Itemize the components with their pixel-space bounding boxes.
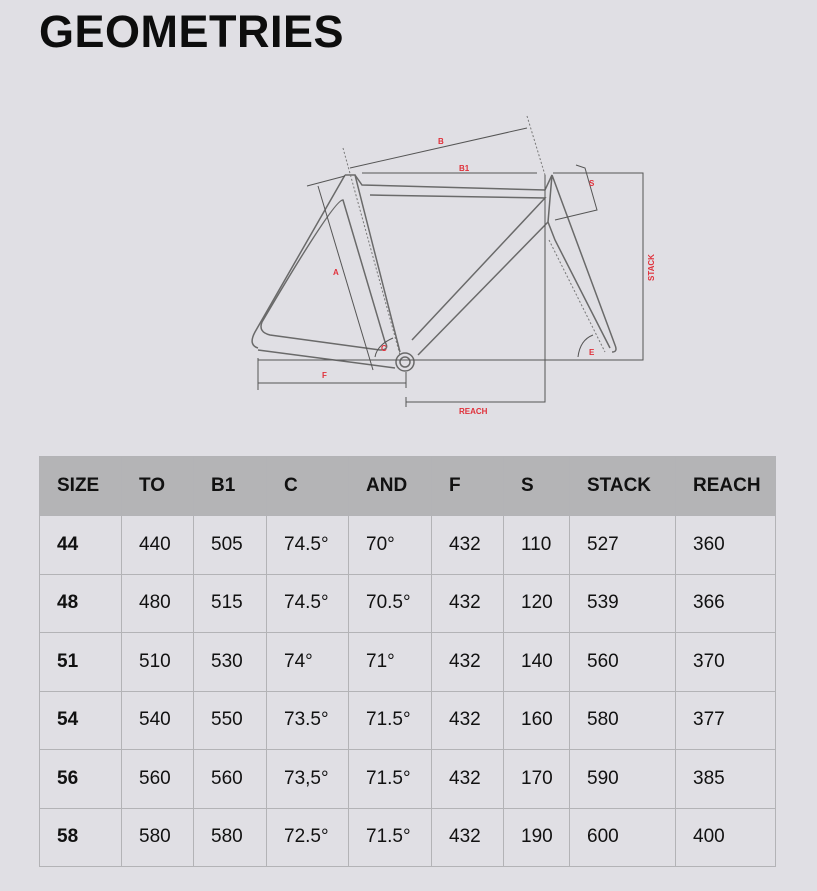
table-header-row: SIZE TO B1 C AND F S STACK REACH [39,456,776,516]
cell-stack: 580 [569,690,676,750]
cell-size: 58 [39,807,122,867]
cell-to: 580 [121,807,194,867]
cell-stack: 600 [569,807,676,867]
cell-and: 70.5° [348,573,432,633]
header-reach: REACH [675,456,776,516]
cell-b1: 580 [193,807,267,867]
label-c: C [381,344,387,353]
label-stack: STACK [647,254,656,281]
cell-c: 72.5° [266,807,349,867]
table-row: 44 440 505 74.5° 70° 432 110 527 360 [39,515,776,575]
header-size: SIZE [39,456,122,516]
cell-f: 432 [431,515,504,575]
cell-c: 74.5° [266,573,349,633]
label-b: B [438,137,444,146]
cell-c: 73,5° [266,749,349,809]
page-title: GEOMETRIES [39,6,345,57]
cell-b1: 550 [193,690,267,750]
cell-to: 510 [121,632,194,692]
cell-reach: 377 [675,690,776,750]
cell-f: 432 [431,690,504,750]
cell-and: 71° [348,632,432,692]
cell-size: 54 [39,690,122,750]
header-to: TO [121,456,194,516]
cell-to: 540 [121,690,194,750]
cell-and: 71.5° [348,749,432,809]
dimension-lines [257,127,644,407]
cell-and: 71.5° [348,807,432,867]
header-c: C [266,456,349,516]
cell-reach: 400 [675,807,776,867]
cell-b1: 515 [193,573,267,633]
cell-reach: 385 [675,749,776,809]
cell-stack: 560 [569,632,676,692]
cell-and: 71.5° [348,690,432,750]
cell-size: 51 [39,632,122,692]
cell-size: 44 [39,515,122,575]
label-a: A [333,268,339,277]
cell-f: 432 [431,749,504,809]
cell-s: 190 [503,807,570,867]
geometry-table: SIZE TO B1 C AND F S STACK REACH 44 440 50… [39,456,776,867]
header-s: S [503,456,570,516]
table-row: 51 510 530 74° 71° 432 140 560 370 [39,632,776,692]
cell-to: 480 [121,573,194,633]
cell-f: 432 [431,573,504,633]
cell-stack: 527 [569,515,676,575]
cell-f: 432 [431,632,504,692]
header-b1: B1 [193,456,267,516]
label-s: S [589,179,595,188]
cell-s: 140 [503,632,570,692]
bike-frame [251,115,617,372]
cell-to: 560 [121,749,194,809]
table-row: 48 480 515 74.5° 70.5° 432 120 539 366 [39,573,776,633]
cell-s: 170 [503,749,570,809]
cell-c: 73.5° [266,690,349,750]
label-reach: REACH [459,407,488,416]
table-row: 56 560 560 73,5° 71.5° 432 170 590 385 [39,749,776,809]
cell-b1: 530 [193,632,267,692]
cell-s: 120 [503,573,570,633]
cell-s: 110 [503,515,570,575]
cell-reach: 370 [675,632,776,692]
cell-size: 56 [39,749,122,809]
cell-reach: 366 [675,573,776,633]
header-and: AND [348,456,432,516]
header-f: F [431,456,504,516]
cell-b1: 560 [193,749,267,809]
cell-stack: 539 [569,573,676,633]
cell-to: 440 [121,515,194,575]
cell-c: 74° [266,632,349,692]
cell-b1: 505 [193,515,267,575]
frame-geometry-diagram: B B1 S STACK A C E F REACH [251,115,656,416]
cell-f: 432 [431,807,504,867]
cell-c: 74.5° [266,515,349,575]
label-e: E [589,348,595,357]
cell-and: 70° [348,515,432,575]
header-stack: STACK [569,456,676,516]
label-b1: B1 [459,164,470,173]
label-f: F [322,371,327,380]
cell-s: 160 [503,690,570,750]
cell-stack: 590 [569,749,676,809]
table-row: 54 540 550 73.5° 71.5° 432 160 580 377 [39,690,776,750]
cell-reach: 360 [675,515,776,575]
cell-size: 48 [39,573,122,633]
table-row: 58 580 580 72.5° 71.5° 432 190 600 400 [39,807,776,867]
